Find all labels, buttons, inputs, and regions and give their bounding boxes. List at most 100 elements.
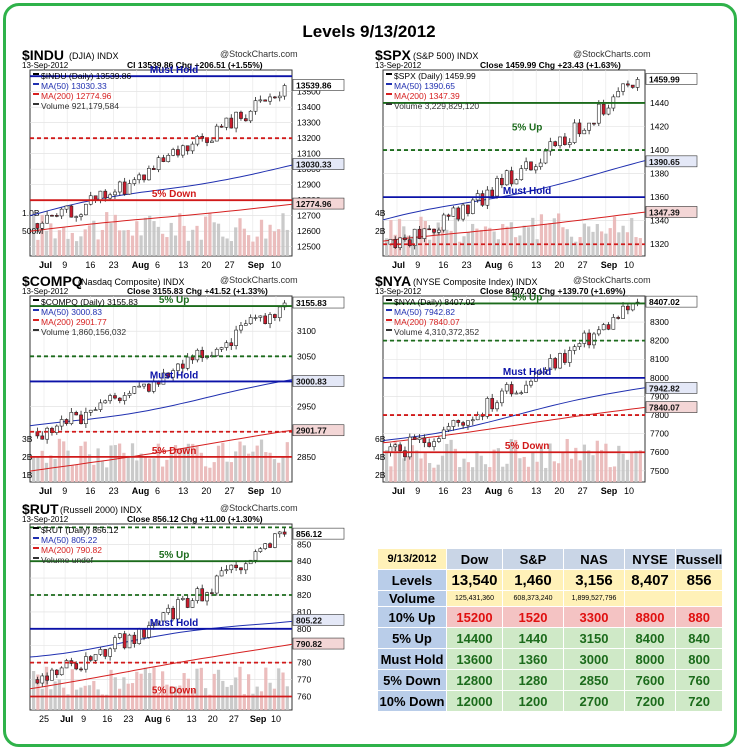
volume-bar (509, 439, 513, 482)
volume-bar (148, 673, 152, 710)
candle-body (626, 305, 630, 311)
volume-bar (617, 232, 621, 256)
candle-body (132, 634, 137, 644)
volume-bar (634, 237, 638, 256)
volume-bar (100, 461, 105, 482)
candle-body (103, 400, 108, 404)
candle-body (210, 592, 214, 594)
ma200-value-box (645, 401, 698, 413)
candle-body (147, 168, 151, 181)
ma200-value: 2901.77 (296, 426, 327, 436)
volume-bar (247, 453, 251, 482)
candle-body (606, 107, 611, 115)
volume-bar (57, 679, 62, 710)
candle-body (224, 569, 229, 572)
volume-bar (630, 217, 634, 256)
candle-body (253, 317, 258, 319)
candle-body (40, 435, 45, 440)
candle-body (195, 136, 200, 145)
chart-svg-indu: $INDU (DJIA) INDX @StockCharts.com 13-Sep-2… (22, 47, 345, 270)
volume-bar (62, 441, 66, 482)
candle-body (630, 84, 635, 88)
candle-body (500, 390, 504, 404)
x-tick-label: 13 (531, 260, 541, 270)
candle-body (93, 409, 98, 411)
candle-body (45, 675, 49, 681)
candle-body (572, 346, 577, 351)
volume-bar (191, 443, 195, 482)
candle-body (205, 592, 209, 602)
candle-body (441, 429, 446, 439)
candle-body (243, 563, 248, 571)
candle-body (190, 600, 195, 608)
ma200-line (29, 429, 293, 472)
volume-axis-label: 1.0B (22, 208, 40, 218)
last-price: 856.12 (296, 529, 322, 539)
volume-bar (561, 227, 565, 256)
candle-body (509, 384, 514, 395)
candle-body (403, 450, 407, 458)
volume-bar (548, 223, 552, 256)
ma50-value-box (292, 158, 345, 170)
candle-body (35, 679, 40, 684)
volume-bar (608, 467, 612, 482)
volume-bar (578, 237, 582, 256)
volume-bar (518, 458, 522, 482)
candle-body (127, 634, 132, 649)
chart-symbol: $NYA (375, 273, 411, 289)
candle-body (500, 178, 504, 186)
candle-body (582, 332, 587, 344)
x-tick-label: 13 (187, 714, 197, 724)
volume-bar (242, 228, 246, 256)
candle-body (529, 161, 533, 171)
table-header: Russell (674, 548, 724, 570)
y-tick-label: 3050 (297, 351, 316, 361)
volume-bar (204, 688, 208, 710)
legend-swatch (33, 309, 39, 311)
volume-bar (385, 238, 389, 256)
candle-body (40, 675, 45, 684)
candle-body (122, 181, 127, 195)
candle-body (180, 363, 185, 369)
chart-quote: Close 1459.99 Chg +23.43 (+1.63%) (480, 60, 621, 70)
volume-bar (62, 227, 66, 256)
candle-body (79, 668, 83, 671)
candle-body (596, 329, 601, 335)
chart-rut: $RUT (Russell 2000) INDX @StockCharts.com 1… (22, 500, 352, 726)
table-cell: 14400 (446, 627, 503, 649)
table-cell (674, 590, 724, 607)
volume-bar (389, 220, 393, 256)
table-cell: 608,373,240 (502, 590, 564, 607)
legend-swatch (33, 537, 39, 539)
candle-body (277, 306, 282, 318)
candle-body (234, 564, 238, 569)
candle-body (432, 228, 436, 233)
candle-body (122, 633, 127, 649)
candle-body (248, 317, 253, 325)
volume-bar (557, 463, 561, 482)
volume-bar (182, 673, 186, 710)
ma50-line (29, 164, 293, 217)
volume-axis-label: 2B (22, 452, 33, 462)
level-label: 5% Down (152, 189, 196, 200)
volume-bar (587, 450, 591, 482)
volume-bar (462, 458, 466, 482)
candle-body (234, 329, 238, 346)
table-header: NYSE (624, 548, 676, 570)
x-tick-label: 6 (155, 486, 160, 496)
volume-bar (208, 467, 212, 482)
volume-bar (600, 449, 604, 482)
legend-entry: Volume 3,229,829,120 (394, 101, 479, 111)
x-tick-label: 20 (201, 260, 211, 270)
volume-bar (587, 226, 591, 256)
x-tick-label: Sep (601, 486, 618, 496)
candle-body (151, 168, 156, 170)
x-tick-label: Aug (144, 714, 162, 724)
candle-body (180, 145, 185, 156)
candle-body (54, 425, 59, 433)
volume-bar (70, 669, 74, 710)
candle-body (635, 79, 640, 88)
candle-body (553, 358, 558, 369)
volume-bar (259, 691, 264, 710)
volume-bar (285, 686, 289, 710)
